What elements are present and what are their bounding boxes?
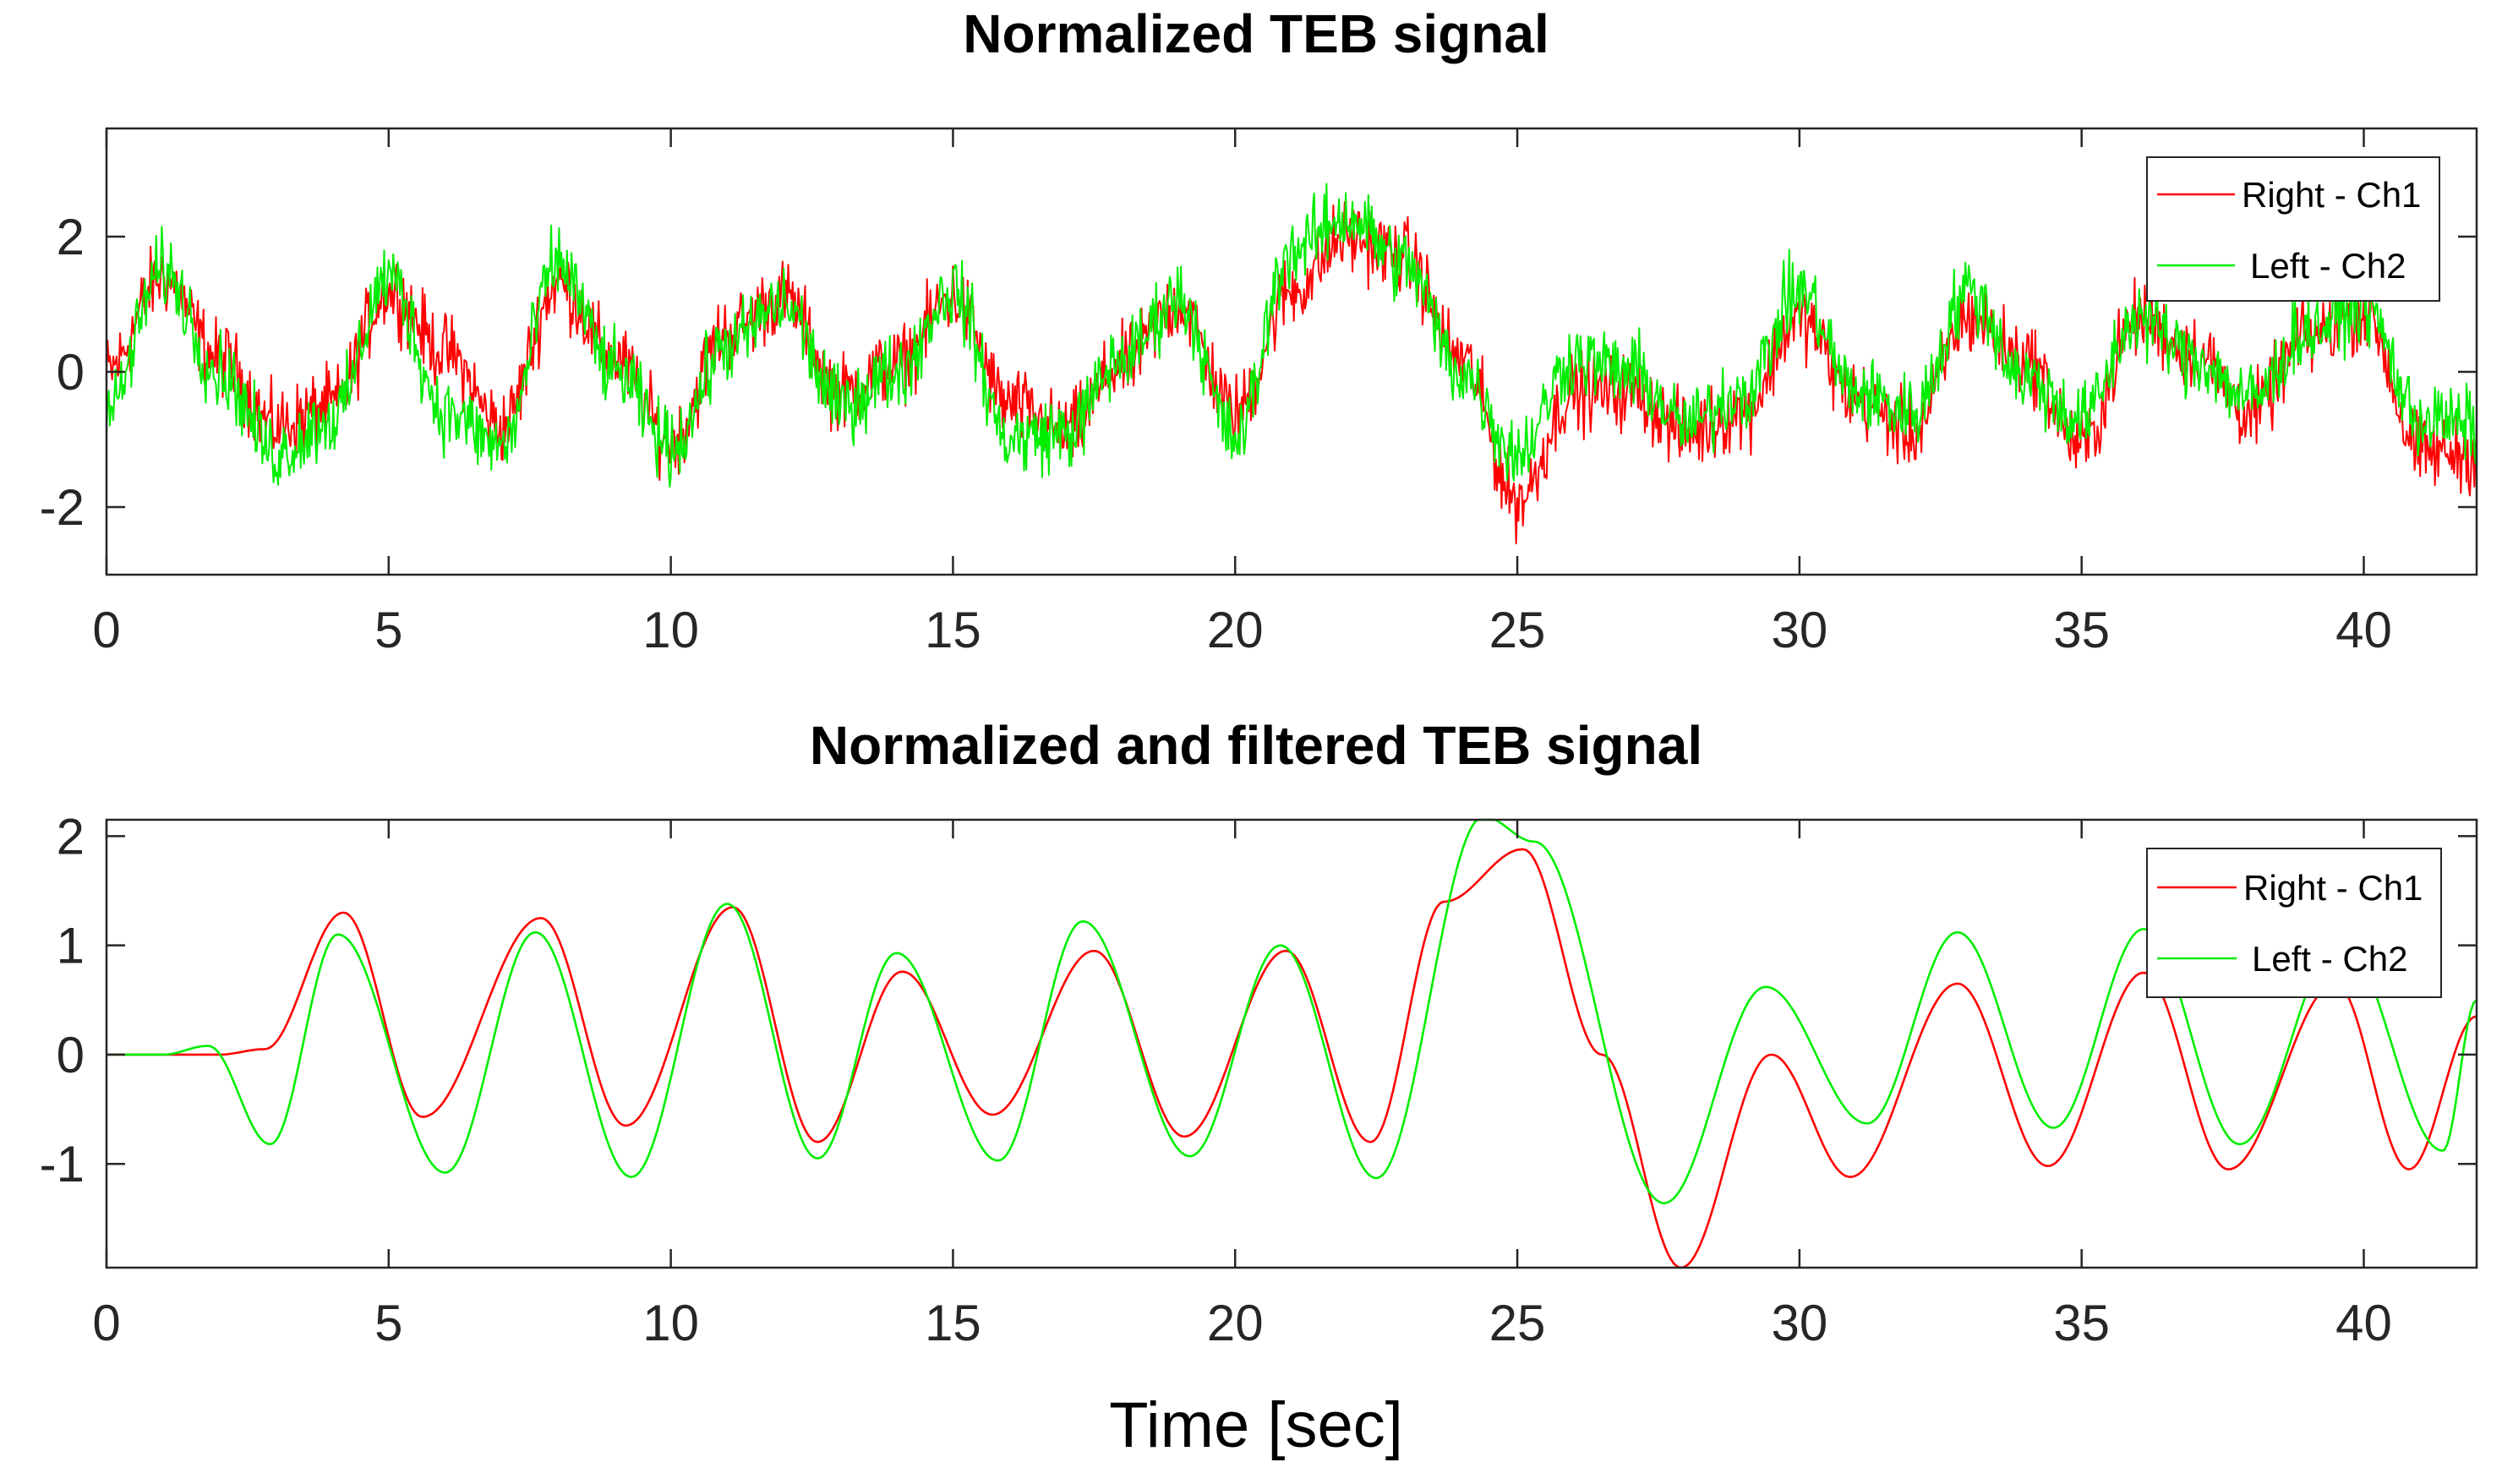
series-line-left-ch2	[106, 183, 2477, 488]
top-chart-title: Normalized TEB signal	[963, 3, 1549, 64]
x-tick-label: 40	[2335, 1295, 2392, 1351]
x-tick-label: 10	[642, 602, 699, 658]
x-tick-label: 25	[1489, 1295, 1546, 1351]
x-tick-label: 35	[2053, 602, 2110, 658]
x-tick-label: 30	[1771, 1295, 1827, 1351]
top-series-group	[106, 183, 2477, 545]
bottom-legend-label-right: Right - Ch1	[2243, 868, 2423, 908]
bottom-chart: Normalized and filtered TEB signal 0 5 10 1…	[40, 715, 2478, 1461]
top-chart: Normalized TEB signal 0 5 10 15 20 25 30 35 40-2…	[40, 3, 2478, 658]
top-ticks: 0 5 10 15 20 25 30 35 40 -2 0 2	[40, 128, 2477, 658]
bottom-legend: Right - Ch1 Left - Ch2	[2146, 848, 2442, 998]
bottom-axes-box	[105, 818, 2478, 1269]
bottom-legend-box	[2146, 848, 2442, 998]
bottom-chart-title: Normalized and filtered TEB signal	[810, 715, 1702, 776]
x-tick-label: 0	[92, 602, 120, 658]
y-tick-label: 0	[57, 1027, 85, 1083]
y-tick-label: 1	[57, 918, 85, 974]
top-axes-box	[105, 127, 2478, 576]
y-tick-label: -2	[40, 479, 85, 536]
x-tick-label: 20	[1207, 1295, 1264, 1351]
x-axis-label: Time [sec]	[1109, 1389, 1403, 1461]
series-line-left-ch2	[107, 818, 2477, 1204]
y-tick-label: 0	[57, 344, 85, 401]
x-tick-label: 30	[1771, 602, 1827, 658]
y-tick-label: 2	[57, 209, 85, 265]
top-legend-box	[2146, 156, 2440, 302]
bottom-plot-area	[107, 820, 2477, 1268]
x-tick-label: 5	[374, 602, 402, 658]
x-tick-label: 15	[925, 1295, 981, 1351]
top-plot-area	[107, 128, 2477, 575]
bottom-ticks: 0 5 10 15 20 25 30 35 40 -1 0 1 2	[40, 808, 2477, 1351]
x-tick-label: 20	[1207, 602, 1264, 658]
x-tick-label: 5	[374, 1295, 402, 1351]
x-tick-label: 15	[925, 602, 981, 658]
y-tick-label: 2	[57, 808, 85, 865]
y-tick-label: -1	[40, 1136, 85, 1192]
x-tick-label: 40	[2335, 602, 2392, 658]
top-legend: Right - Ch1 Left - Ch2	[2146, 156, 2440, 302]
x-tick-label: 35	[2053, 1295, 2110, 1351]
bottom-legend-label-left: Left - Ch2	[2252, 939, 2407, 979]
x-tick-label: 10	[642, 1295, 699, 1351]
top-legend-label-right: Right - Ch1	[2242, 175, 2421, 215]
x-tick-label: 25	[1489, 602, 1546, 658]
x-tick-label: 0	[92, 1295, 120, 1351]
top-legend-label-left: Left - Ch2	[2250, 246, 2406, 286]
bottom-series-group	[107, 818, 2477, 1269]
